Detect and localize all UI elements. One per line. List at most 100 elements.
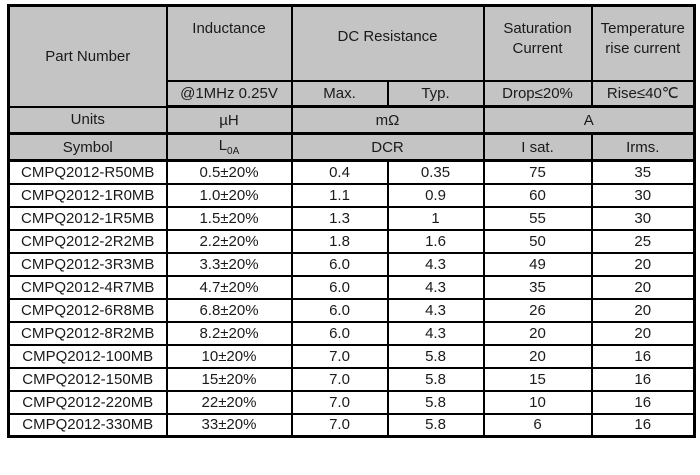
cell-temp-rise-current: 30 (590, 182, 696, 208)
cell-temp-rise-current: 20 (590, 297, 696, 323)
col-header-dc-resistance: DC Resistance (290, 4, 485, 82)
cell-part-number: CMPQ2012-330MB (7, 412, 168, 438)
inductor-specs-table: Part Number Inductance DC Resistance Sat… (7, 4, 697, 438)
cell-inductance: 10±20% (165, 343, 293, 369)
table-row: CMPQ2012-2R2MB 2.2±20% 1.8 1.6 50 25 (7, 228, 696, 254)
symbol-inductance-subscript: 0A (227, 146, 240, 157)
table-row: CMPQ2012-1R0MB 1.0±20% 1.1 0.9 60 30 (7, 182, 696, 208)
cell-temp-rise-current: 35 (590, 159, 696, 185)
cell-part-number: CMPQ2012-8R2MB (7, 320, 168, 346)
col-header-temperature-rise-current: Temperature rise current (590, 4, 696, 82)
col-header-part-number: Part Number (7, 4, 168, 108)
cell-inductance: 15±20% (165, 366, 293, 392)
cell-dcr-max: 6.0 (290, 274, 389, 300)
cell-dcr-typ: 1 (386, 205, 485, 231)
cell-temp-rise-current: 16 (590, 412, 696, 438)
table-row: CMPQ2012-330MB 33±20% 7.0 5.8 6 16 (7, 412, 696, 438)
cell-inductance: 3.3±20% (165, 251, 293, 277)
cell-part-number: CMPQ2012-220MB (7, 389, 168, 415)
cell-saturation-current: 6 (482, 412, 593, 438)
header-row-main: Part Number Inductance DC Resistance Sat… (7, 4, 696, 108)
cell-dcr-typ: 4.3 (386, 274, 485, 300)
symbol-row: Symbol L0A DCR I sat. Irms. (7, 132, 696, 162)
symbol-irms: Irms. (590, 132, 696, 162)
table-row: CMPQ2012-4R7MB 4.7±20% 6.0 4.3 35 20 (7, 274, 696, 300)
cell-dcr-max: 7.0 (290, 389, 389, 415)
col-header-dcr-typ: Typ. (386, 79, 485, 108)
cell-saturation-current: 20 (482, 343, 593, 369)
units-row: Units µH mΩ A (7, 105, 696, 135)
symbol-isat: I sat. (482, 132, 593, 162)
cell-inductance: 33±20% (165, 412, 293, 438)
cell-inductance: 1.5±20% (165, 205, 293, 231)
cell-inductance: 6.8±20% (165, 297, 293, 323)
cell-saturation-current: 55 (482, 205, 593, 231)
cell-saturation-current: 10 (482, 389, 593, 415)
cell-part-number: CMPQ2012-1R0MB (7, 182, 168, 208)
symbol-inductance-base: L (218, 137, 228, 154)
col-header-inductance: Inductance (165, 4, 293, 82)
col-header-saturation-current: Saturation Current (482, 4, 593, 82)
cell-part-number: CMPQ2012-6R8MB (7, 297, 168, 323)
cell-dcr-typ: 4.3 (386, 251, 485, 277)
table-row: CMPQ2012-220MB 22±20% 7.0 5.8 10 16 (7, 389, 696, 415)
cell-temp-rise-current: 16 (590, 366, 696, 392)
table-row: CMPQ2012-3R3MB 3.3±20% 6.0 4.3 49 20 (7, 251, 696, 277)
cell-inductance: 2.2±20% (165, 228, 293, 254)
symbol-inductance: L0A (165, 132, 293, 162)
cell-temp-rise-current: 30 (590, 205, 696, 231)
cell-dcr-typ: 5.8 (386, 343, 485, 369)
cell-inductance: 8.2±20% (165, 320, 293, 346)
cell-saturation-current: 26 (482, 297, 593, 323)
cell-part-number: CMPQ2012-150MB (7, 366, 168, 392)
col-header-dcr-max: Max. (290, 79, 389, 108)
cell-part-number: CMPQ2012-R50MB (7, 159, 168, 185)
cell-dcr-typ: 1.6 (386, 228, 485, 254)
table-body: CMPQ2012-R50MB 0.5±20% 0.4 0.35 75 35 CMPQ2012… (7, 159, 696, 438)
cell-saturation-current: 75 (482, 159, 593, 185)
cell-temp-rise-current: 20 (590, 251, 696, 277)
cell-inductance: 22±20% (165, 389, 293, 415)
cell-dcr-typ: 0.9 (386, 182, 485, 208)
table-header: Part Number Inductance DC Resistance Sat… (7, 4, 696, 162)
table-row: CMPQ2012-150MB 15±20% 7.0 5.8 15 16 (7, 366, 696, 392)
table-row: CMPQ2012-R50MB 0.5±20% 0.4 0.35 75 35 (7, 159, 696, 185)
symbol-dcr: DCR (290, 132, 485, 162)
cell-part-number: CMPQ2012-100MB (7, 343, 168, 369)
header-row-conditions: @1MHz 0.25V Max. Typ. Drop≤20% Rise≤40℃ (9, 79, 696, 108)
cell-temp-rise-current: 20 (590, 320, 696, 346)
col-header-temperature-condition: Rise≤40℃ (590, 79, 696, 108)
datasheet-page: Part Number Inductance DC Resistance Sat… (7, 4, 697, 438)
symbol-label: Symbol (7, 132, 168, 162)
col-header-inductance-condition: @1MHz 0.25V (165, 79, 293, 108)
cell-inductance: 4.7±20% (165, 274, 293, 300)
cell-saturation-current: 35 (482, 274, 593, 300)
cell-dcr-max: 1.8 (290, 228, 389, 254)
cell-dcr-max: 7.0 (290, 343, 389, 369)
units-inductance: µH (165, 105, 293, 135)
cell-dcr-max: 6.0 (290, 320, 389, 346)
cell-dcr-max: 7.0 (290, 412, 389, 438)
units-dcr: mΩ (290, 105, 485, 135)
cell-temp-rise-current: 16 (590, 389, 696, 415)
units-current: A (482, 105, 696, 135)
cell-temp-rise-current: 20 (590, 274, 696, 300)
cell-dcr-max: 1.3 (290, 205, 389, 231)
cell-dcr-max: 0.4 (290, 159, 389, 185)
cell-dcr-typ: 5.8 (386, 389, 485, 415)
cell-part-number: CMPQ2012-4R7MB (7, 274, 168, 300)
col-header-saturation-condition: Drop≤20% (482, 79, 593, 108)
cell-inductance: 1.0±20% (165, 182, 293, 208)
cell-dcr-typ: 0.35 (386, 159, 485, 185)
table-row: CMPQ2012-8R2MB 8.2±20% 6.0 4.3 20 20 (7, 320, 696, 346)
cell-dcr-max: 6.0 (290, 297, 389, 323)
cell-dcr-typ: 5.8 (386, 412, 485, 438)
cell-part-number: CMPQ2012-1R5MB (7, 205, 168, 231)
units-label: Units (7, 105, 168, 135)
cell-dcr-max: 6.0 (290, 251, 389, 277)
cell-part-number: CMPQ2012-3R3MB (7, 251, 168, 277)
cell-temp-rise-current: 16 (590, 343, 696, 369)
cell-dcr-max: 1.1 (290, 182, 389, 208)
cell-dcr-typ: 4.3 (386, 320, 485, 346)
cell-saturation-current: 60 (482, 182, 593, 208)
